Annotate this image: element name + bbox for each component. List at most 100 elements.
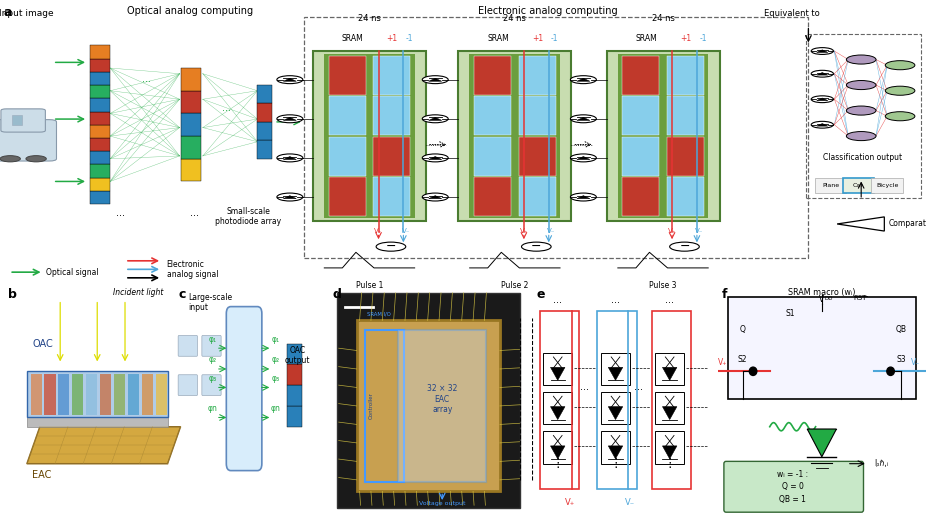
Bar bbox=[373, 56, 410, 95]
Polygon shape bbox=[27, 371, 168, 417]
FancyBboxPatch shape bbox=[843, 178, 874, 193]
Bar bbox=[357, 320, 500, 491]
Bar bbox=[329, 96, 366, 135]
FancyBboxPatch shape bbox=[871, 178, 903, 193]
Bar bbox=[181, 91, 201, 113]
Bar bbox=[519, 56, 556, 95]
Text: -1: -1 bbox=[406, 34, 413, 43]
Bar bbox=[622, 96, 659, 135]
Text: EAC: EAC bbox=[32, 470, 52, 480]
Circle shape bbox=[570, 154, 596, 162]
Text: ...: ... bbox=[142, 75, 151, 85]
Bar bbox=[90, 85, 110, 98]
Text: Classification output: Classification output bbox=[823, 153, 903, 162]
Bar bbox=[597, 311, 637, 489]
Text: −: − bbox=[532, 240, 542, 253]
Text: wᵢ = -1 :
Q = 0
QB = 1: wᵢ = -1 : Q = 0 QB = 1 bbox=[777, 470, 808, 504]
Text: V₋: V₋ bbox=[910, 358, 920, 366]
Polygon shape bbox=[577, 118, 590, 120]
Text: φ₂: φ₂ bbox=[209, 355, 217, 364]
Bar bbox=[156, 374, 167, 415]
Bar bbox=[90, 177, 110, 191]
Bar bbox=[544, 392, 572, 424]
Polygon shape bbox=[577, 156, 590, 160]
Text: f: f bbox=[722, 288, 727, 301]
Circle shape bbox=[846, 106, 876, 115]
FancyBboxPatch shape bbox=[724, 461, 864, 512]
Bar bbox=[601, 392, 630, 424]
Circle shape bbox=[570, 193, 596, 201]
Bar bbox=[519, 96, 556, 135]
Circle shape bbox=[885, 61, 915, 70]
Bar bbox=[652, 311, 692, 489]
FancyBboxPatch shape bbox=[728, 297, 916, 399]
Circle shape bbox=[811, 96, 833, 102]
Text: RST: RST bbox=[854, 295, 867, 301]
Bar bbox=[142, 374, 153, 415]
Bar bbox=[90, 98, 110, 111]
Bar bbox=[90, 111, 110, 125]
Bar bbox=[519, 137, 556, 176]
Polygon shape bbox=[608, 446, 622, 459]
FancyBboxPatch shape bbox=[202, 375, 221, 395]
Bar bbox=[601, 353, 630, 385]
Polygon shape bbox=[429, 196, 442, 198]
Circle shape bbox=[846, 55, 876, 64]
Text: -1: -1 bbox=[551, 34, 558, 43]
Circle shape bbox=[422, 76, 448, 83]
Text: ...: ... bbox=[665, 295, 674, 304]
Text: SRAM: SRAM bbox=[487, 34, 508, 43]
Text: V₊: V₊ bbox=[668, 228, 676, 234]
Text: SRAM: SRAM bbox=[635, 34, 657, 43]
Text: Large-scale
input: Large-scale input bbox=[188, 293, 232, 312]
Bar bbox=[329, 137, 366, 176]
Text: -1: -1 bbox=[699, 34, 707, 43]
Polygon shape bbox=[662, 368, 677, 380]
Text: V₋: V₋ bbox=[625, 498, 635, 507]
Text: +1: +1 bbox=[386, 34, 397, 43]
Text: V₊: V₊ bbox=[718, 358, 727, 366]
Circle shape bbox=[811, 48, 833, 55]
Circle shape bbox=[277, 193, 303, 201]
Bar bbox=[373, 177, 410, 216]
Text: V₊: V₊ bbox=[519, 228, 528, 234]
Circle shape bbox=[26, 155, 46, 162]
Text: Optical signal: Optical signal bbox=[46, 268, 99, 277]
Circle shape bbox=[0, 155, 20, 162]
Polygon shape bbox=[662, 446, 677, 459]
Bar bbox=[474, 96, 511, 135]
Polygon shape bbox=[27, 427, 181, 464]
Text: +1: +1 bbox=[532, 34, 543, 43]
Text: V₋: V₋ bbox=[402, 228, 410, 234]
Circle shape bbox=[811, 121, 833, 128]
Polygon shape bbox=[817, 50, 828, 52]
Polygon shape bbox=[837, 217, 884, 231]
Text: Electronic
analog signal: Electronic analog signal bbox=[167, 260, 219, 279]
Circle shape bbox=[376, 242, 406, 251]
Text: ...: ... bbox=[611, 295, 620, 304]
Bar bbox=[656, 432, 684, 464]
Text: ...: ... bbox=[553, 295, 562, 304]
Bar bbox=[373, 137, 410, 176]
Bar bbox=[622, 137, 659, 176]
Text: ⋮: ⋮ bbox=[663, 457, 676, 470]
Polygon shape bbox=[662, 407, 677, 419]
Polygon shape bbox=[429, 118, 442, 120]
Bar bbox=[90, 138, 110, 151]
Bar bbox=[469, 55, 560, 218]
Text: 24 ns: 24 ns bbox=[504, 14, 526, 23]
Text: V₋: V₋ bbox=[695, 228, 704, 234]
Text: φ₂: φ₂ bbox=[271, 355, 280, 364]
Bar bbox=[90, 72, 110, 85]
Polygon shape bbox=[608, 368, 622, 380]
Bar bbox=[181, 68, 201, 91]
FancyBboxPatch shape bbox=[226, 307, 262, 470]
Text: QB: QB bbox=[895, 325, 907, 334]
Circle shape bbox=[669, 242, 699, 251]
Text: Controller: Controller bbox=[369, 393, 374, 419]
Bar bbox=[474, 137, 511, 176]
Bar bbox=[257, 85, 272, 103]
Text: φ₁: φ₁ bbox=[271, 334, 280, 343]
Text: ...: ... bbox=[116, 207, 125, 218]
Polygon shape bbox=[27, 417, 168, 427]
